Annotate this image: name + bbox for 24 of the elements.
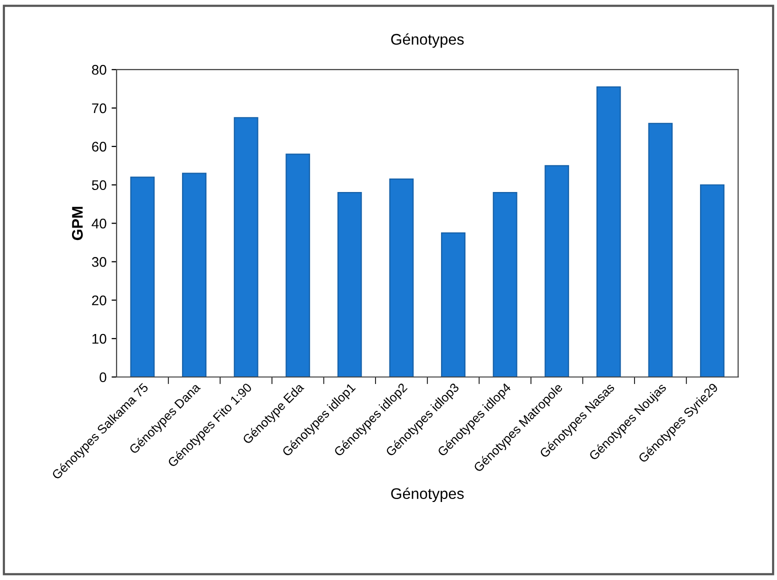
y-tick-label: 40	[92, 218, 106, 228]
bar	[337, 192, 362, 377]
y-tick-label: 70	[92, 103, 106, 114]
y-tick-label: 20	[92, 295, 106, 306]
bar	[441, 232, 466, 377]
bar	[130, 176, 155, 377]
y-tick-label: 30	[92, 257, 106, 267]
y-tick-label: 80	[92, 64, 106, 75]
y-tick-label: 0	[100, 372, 106, 382]
bar	[286, 154, 310, 377]
y-tick-label: 10	[92, 334, 106, 344]
bar	[492, 192, 518, 377]
bar	[596, 86, 621, 377]
y-axis-title: GPM	[72, 206, 83, 240]
bar	[648, 122, 673, 377]
x-axis-title: Génotypes	[391, 488, 464, 502]
chart-title: Génotypes	[391, 33, 464, 48]
bar	[544, 165, 570, 377]
y-tick-label: 50	[92, 180, 106, 190]
bar	[389, 178, 414, 377]
y-tick-label: 60	[92, 142, 106, 152]
bar	[234, 117, 258, 377]
bar	[182, 172, 206, 377]
bar	[700, 184, 724, 377]
